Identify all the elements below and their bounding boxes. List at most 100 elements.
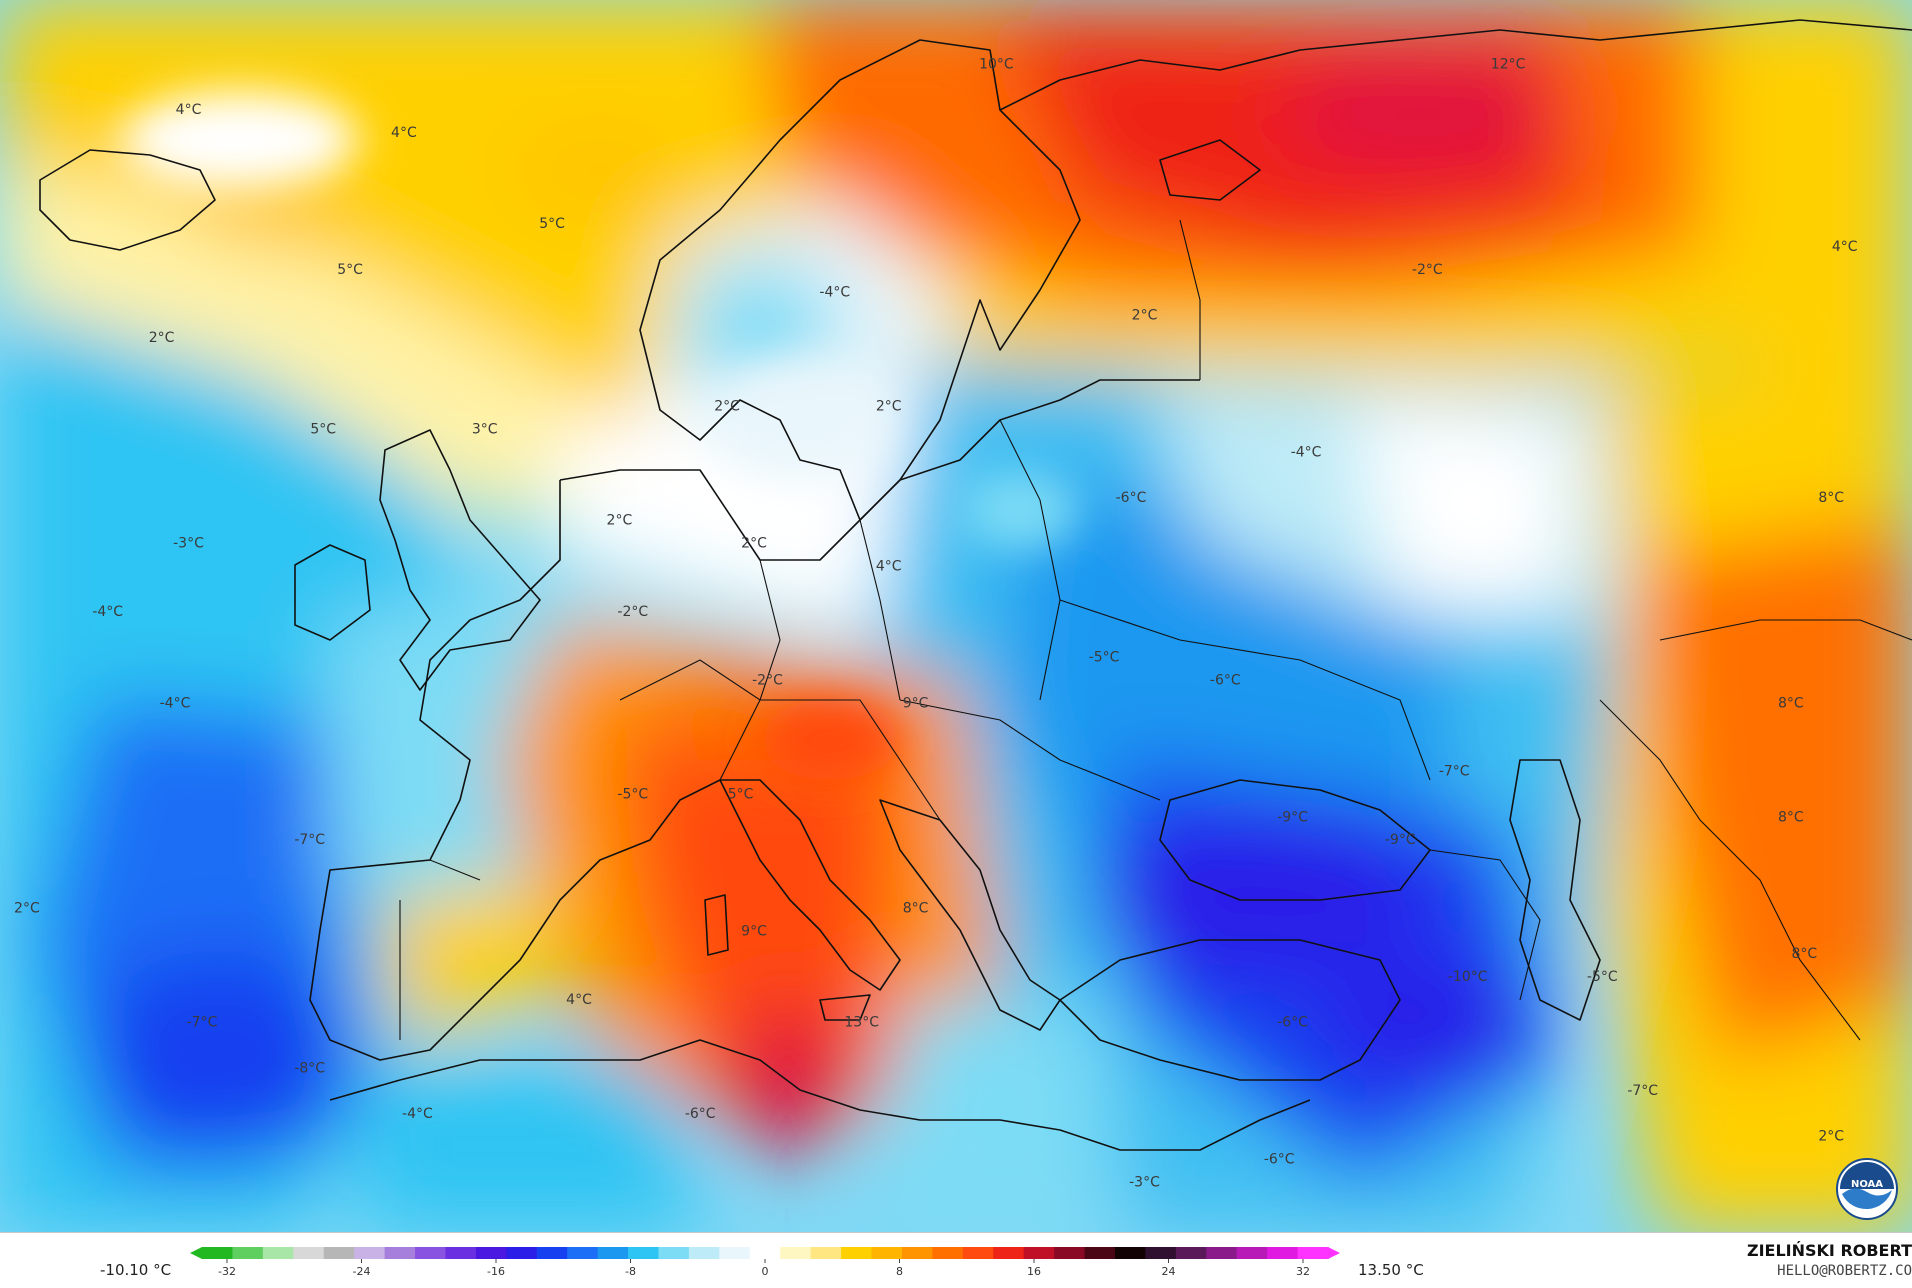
color-scale-cell [1084, 1247, 1116, 1259]
border-finland-russia [1179, 219, 1201, 380]
temperature-label: 2°C [1818, 1129, 1844, 1145]
temperature-label: 8°C [1778, 695, 1804, 711]
sicily-outline [819, 994, 871, 1021]
temperature-label: -5°C [1587, 969, 1618, 985]
color-scale-tick-label: 32 [1296, 1265, 1310, 1278]
color-scale-left-arrow [190, 1247, 202, 1259]
max-value-label: 13.50 °C [1358, 1261, 1424, 1279]
color-scale-cell [962, 1247, 994, 1259]
color-scale-cell [293, 1247, 325, 1259]
temperature-label: -6°C [1277, 1015, 1308, 1031]
noaa-logo-text: NOAA [1851, 1179, 1883, 1190]
temperature-label: 5°C [310, 422, 336, 438]
iceland-outline [39, 149, 216, 251]
color-scale-cell [1267, 1247, 1299, 1259]
color-scale-cell [932, 1247, 964, 1259]
color-scale: -32 -24 -16 -8 0 8 16 24 32 [190, 1247, 1340, 1278]
border-france-italy [719, 559, 781, 781]
italy-outline [719, 779, 901, 991]
temperature-label: 3°C [472, 422, 498, 438]
temperature-label: -9°C [1385, 832, 1416, 848]
color-scale-cell [749, 1247, 781, 1259]
temperature-label: -7°C [1439, 764, 1470, 780]
north-africa-coast [329, 1039, 1311, 1151]
border-ukraine-russia [1059, 599, 1431, 781]
borders [329, 219, 1912, 1041]
color-scale-cell [597, 1247, 629, 1259]
temperature-label: -4°C [402, 1106, 433, 1122]
color-scale-cell [993, 1247, 1025, 1259]
temperature-label: 2°C [607, 513, 633, 529]
color-scale-cell [415, 1247, 447, 1259]
temperature-label: -5°C [617, 787, 648, 803]
temperature-label: -7°C [1627, 1083, 1658, 1099]
color-scale-tick-label: 16 [1027, 1265, 1041, 1278]
color-scale-cell [1114, 1247, 1146, 1259]
temperature-label: -4°C [160, 695, 191, 711]
temperature-label: 5°C [728, 787, 754, 803]
color-scale-cell [445, 1247, 477, 1259]
color-scale-cell [567, 1247, 599, 1259]
turkey-outline [1059, 939, 1401, 1081]
temperature-label: -6°C [1116, 490, 1147, 506]
black-sea-outline [1159, 779, 1431, 901]
temperature-label: 8°C [1791, 946, 1817, 962]
color-scale-cell [384, 1247, 416, 1259]
border-kazakh-north [1659, 619, 1912, 641]
color-scale-cell [1206, 1247, 1238, 1259]
color-scale-cell [780, 1247, 812, 1259]
temperature-label: 2°C [14, 901, 40, 917]
color-scale-cell [1236, 1247, 1268, 1259]
noaa-logo-icon: NOAA [1836, 1158, 1898, 1220]
temperature-label: -4°C [1291, 444, 1322, 460]
temperature-label: 13°C [844, 1015, 879, 1031]
temperature-label: -6°C [1210, 672, 1241, 688]
color-scale-cell [1297, 1247, 1329, 1259]
author-email: HELLO@ROBERTZ.CO [1777, 1263, 1912, 1279]
balkans-coast [879, 799, 1061, 1031]
color-scale-cell [1145, 1247, 1177, 1259]
color-scale-cell [202, 1247, 234, 1259]
color-scale-tick-label: -8 [625, 1265, 636, 1278]
temperature-label: 4°C [566, 992, 592, 1008]
color-scale-tick-label: 0 [762, 1265, 769, 1278]
temperature-label: 2°C [149, 330, 175, 346]
color-scale-cell [1054, 1247, 1086, 1259]
border-spain-france [329, 859, 481, 881]
temperature-anomaly-field: 4°C 4°C 5°C 5°C 2°C 5°C 3°C -3°C -4°C -4°C -7°C 2°C… [0, 0, 1912, 1232]
color-scale-tick-label: -32 [218, 1265, 236, 1278]
temperature-label: -5°C [1089, 650, 1120, 666]
temperature-label: -2°C [1412, 262, 1443, 278]
temperature-label: 8°C [1818, 490, 1844, 506]
color-scale-cell [841, 1247, 873, 1259]
color-scale-cell [506, 1247, 538, 1259]
temperature-label: 5°C [337, 262, 363, 278]
temperature-label: 4°C [1832, 239, 1858, 255]
temperature-label: -7°C [294, 832, 325, 848]
temperature-label: 4°C [391, 125, 417, 141]
temperature-label: 9°C [903, 695, 929, 711]
temperature-label: 2°C [876, 399, 902, 415]
color-scale-cell [232, 1247, 264, 1259]
min-value-label: -10.10 °C [100, 1261, 172, 1279]
temperature-label: -8°C [294, 1060, 325, 1076]
temperature-label: -3°C [173, 536, 204, 552]
sardinia-outline [704, 894, 729, 956]
color-scale-cell [354, 1247, 386, 1259]
color-scale-cell [628, 1247, 660, 1259]
border-kazakhstan [1599, 699, 1861, 1041]
coastlines [39, 19, 1912, 1151]
temperature-label: -4°C [92, 604, 123, 620]
temperature-label: 10°C [979, 56, 1014, 72]
britain-outline [379, 429, 541, 691]
color-scale-tick-label: -16 [487, 1265, 505, 1278]
color-scale-cell [1023, 1247, 1055, 1259]
color-scale-cell [901, 1247, 933, 1259]
temperature-label: 8°C [1778, 809, 1804, 825]
color-scale-cell [810, 1247, 842, 1259]
temperature-label: 2°C [714, 399, 740, 415]
border-germany-poland [859, 519, 901, 701]
color-scale-cell [323, 1247, 355, 1259]
legend-bar: -10.10 °C -32 -24 -16 -8 0 8 16 24 32 13.50 °C Z… [0, 1232, 1912, 1288]
author-name: ZIELIŃSKI ROBERT [1746, 1241, 1912, 1260]
